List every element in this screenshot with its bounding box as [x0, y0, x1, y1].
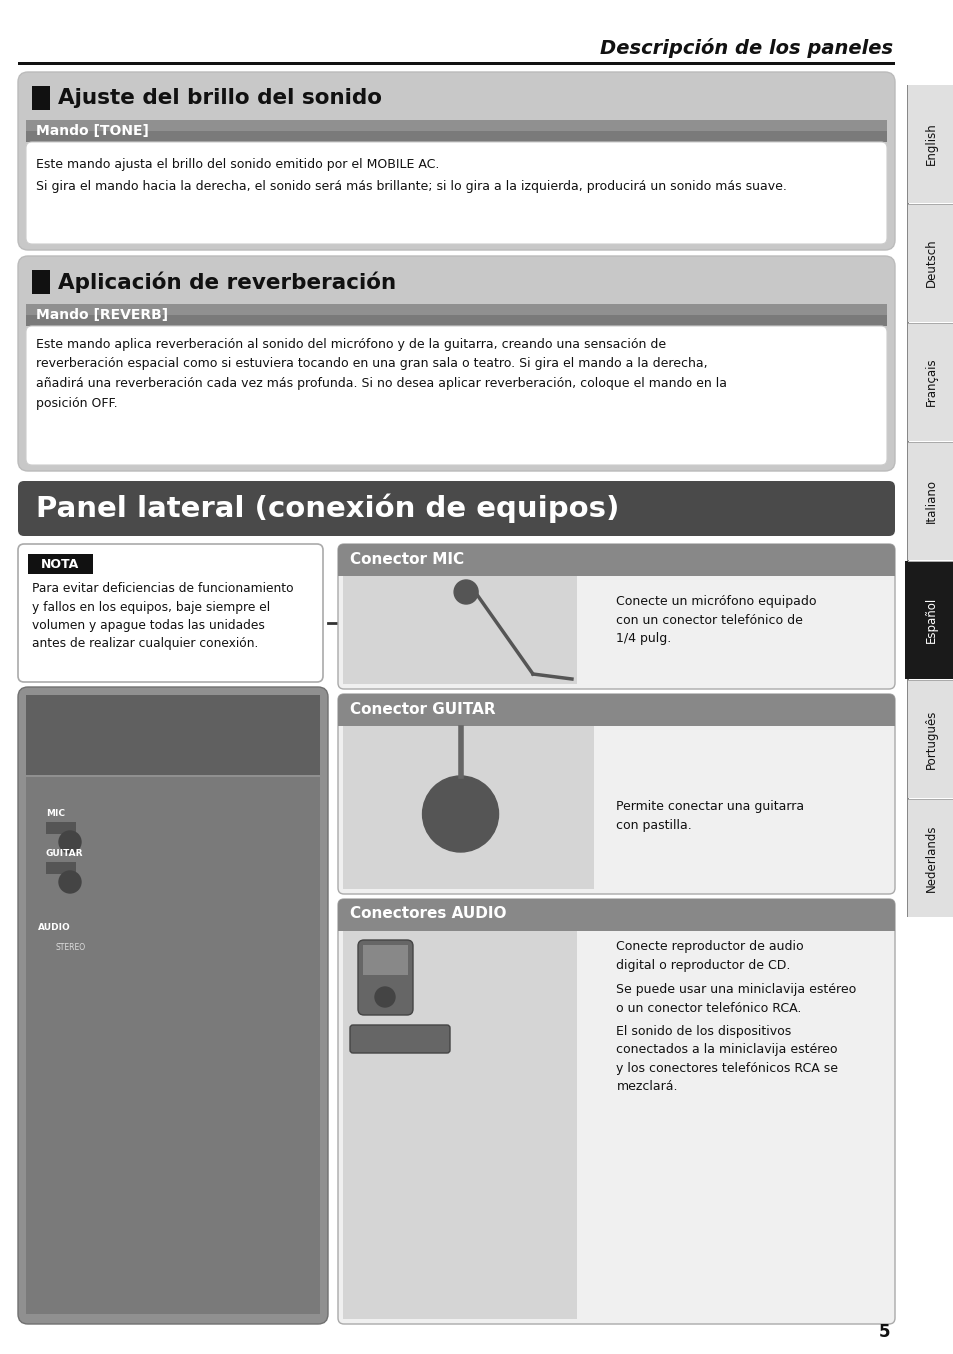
- FancyBboxPatch shape: [18, 686, 328, 1324]
- Bar: [26, 121, 886, 142]
- Text: Deutsch: Deutsch: [923, 238, 937, 287]
- Bar: [26, 695, 319, 774]
- Text: Permite conectar una guitarra
con pastilla.: Permite conectar una guitarra con pastil…: [616, 800, 803, 831]
- Circle shape: [59, 831, 81, 853]
- Text: 5: 5: [878, 1323, 889, 1340]
- Text: Descripción de los paneles: Descripción de los paneles: [599, 38, 892, 58]
- Text: Mando [REVERB]: Mando [REVERB]: [36, 307, 168, 322]
- Text: Ajuste del brillo del sonido: Ajuste del brillo del sonido: [58, 88, 381, 108]
- Bar: [904, 561, 953, 678]
- FancyBboxPatch shape: [18, 544, 323, 682]
- Bar: [907, 85, 953, 203]
- Text: Conector GUITAR: Conector GUITAR: [350, 701, 496, 716]
- Bar: [337, 700, 894, 726]
- Bar: [952, 85, 953, 203]
- Text: Italiano: Italiano: [923, 479, 937, 523]
- Text: GUITAR: GUITAR: [46, 849, 84, 858]
- Text: Si gira el mando hacia la derecha, el sonido será más brillante; si lo gira a la: Si gira el mando hacia la derecha, el so…: [36, 180, 786, 194]
- Bar: [907, 324, 953, 441]
- Text: AUDIO: AUDIO: [38, 922, 71, 932]
- Text: Español: Español: [923, 597, 937, 643]
- Text: NOTA: NOTA: [41, 558, 79, 570]
- Bar: [26, 305, 886, 315]
- Bar: [343, 930, 577, 1319]
- Bar: [952, 680, 953, 798]
- Bar: [907, 799, 953, 917]
- FancyBboxPatch shape: [337, 544, 894, 575]
- Circle shape: [375, 987, 395, 1007]
- Bar: [46, 862, 76, 873]
- FancyBboxPatch shape: [357, 940, 413, 1016]
- Bar: [363, 945, 408, 975]
- Text: Português: Português: [923, 709, 937, 769]
- Circle shape: [454, 580, 477, 604]
- Bar: [907, 680, 953, 798]
- Bar: [26, 777, 319, 1313]
- Text: Conectores AUDIO: Conectores AUDIO: [350, 906, 506, 922]
- Bar: [906, 85, 908, 917]
- Text: Este mando aplica reverberación al sonido del micrófono y de la guitarra, creand: Este mando aplica reverberación al sonid…: [36, 338, 726, 409]
- Bar: [907, 441, 953, 561]
- Bar: [337, 550, 894, 575]
- Text: Conecte un micrófono equipado
con un conector telefónico de
1/4 pulg.: Conecte un micrófono equipado con un con…: [616, 594, 816, 645]
- Bar: [337, 904, 894, 932]
- Bar: [18, 62, 894, 65]
- Text: Conecte reproductor de audio
digital o reproductor de CD.: Conecte reproductor de audio digital o r…: [616, 940, 803, 972]
- Text: Para evitar deficiencias de funcionamiento
y fallos en los equipos, baje siempre: Para evitar deficiencias de funcionamien…: [32, 582, 294, 650]
- Bar: [26, 121, 886, 131]
- Text: Panel lateral (conexión de equipos): Panel lateral (conexión de equipos): [36, 494, 618, 523]
- Text: English: English: [923, 123, 937, 165]
- Bar: [952, 204, 953, 322]
- Bar: [343, 724, 593, 890]
- FancyBboxPatch shape: [18, 72, 894, 250]
- FancyBboxPatch shape: [350, 1025, 450, 1053]
- Bar: [26, 305, 886, 326]
- Bar: [32, 269, 50, 294]
- Bar: [952, 441, 953, 561]
- Text: Mando [TONE]: Mando [TONE]: [36, 125, 149, 138]
- FancyBboxPatch shape: [337, 544, 894, 689]
- Bar: [343, 575, 577, 684]
- Bar: [46, 822, 76, 834]
- Bar: [952, 799, 953, 917]
- Circle shape: [59, 871, 81, 894]
- Text: Français: Français: [923, 357, 937, 406]
- Bar: [952, 324, 953, 441]
- Bar: [907, 204, 953, 322]
- Text: El sonido de los dispositivos
conectados a la miniclavija estéreo
y los conector: El sonido de los dispositivos conectados…: [616, 1025, 838, 1094]
- Text: STEREO: STEREO: [56, 942, 86, 952]
- Text: Se puede usar una miniclavija estéreo
o un conector telefónico RCA.: Se puede usar una miniclavija estéreo o …: [616, 983, 856, 1014]
- FancyBboxPatch shape: [337, 695, 894, 894]
- Text: Conector MIC: Conector MIC: [350, 551, 464, 566]
- FancyBboxPatch shape: [18, 481, 894, 536]
- FancyBboxPatch shape: [337, 695, 894, 726]
- Text: Aplicación de reverberación: Aplicación de reverberación: [58, 271, 395, 292]
- Text: Este mando ajusta el brillo del sonido emitido por el MOBILE AC.: Este mando ajusta el brillo del sonido e…: [36, 158, 439, 171]
- FancyBboxPatch shape: [18, 256, 894, 471]
- FancyBboxPatch shape: [26, 326, 886, 464]
- Bar: [28, 554, 92, 574]
- FancyBboxPatch shape: [26, 142, 886, 244]
- Text: Nederlands: Nederlands: [923, 825, 937, 892]
- Bar: [32, 87, 50, 110]
- Text: MIC: MIC: [46, 810, 65, 819]
- Circle shape: [422, 776, 498, 852]
- FancyBboxPatch shape: [337, 899, 894, 932]
- FancyBboxPatch shape: [337, 899, 894, 1324]
